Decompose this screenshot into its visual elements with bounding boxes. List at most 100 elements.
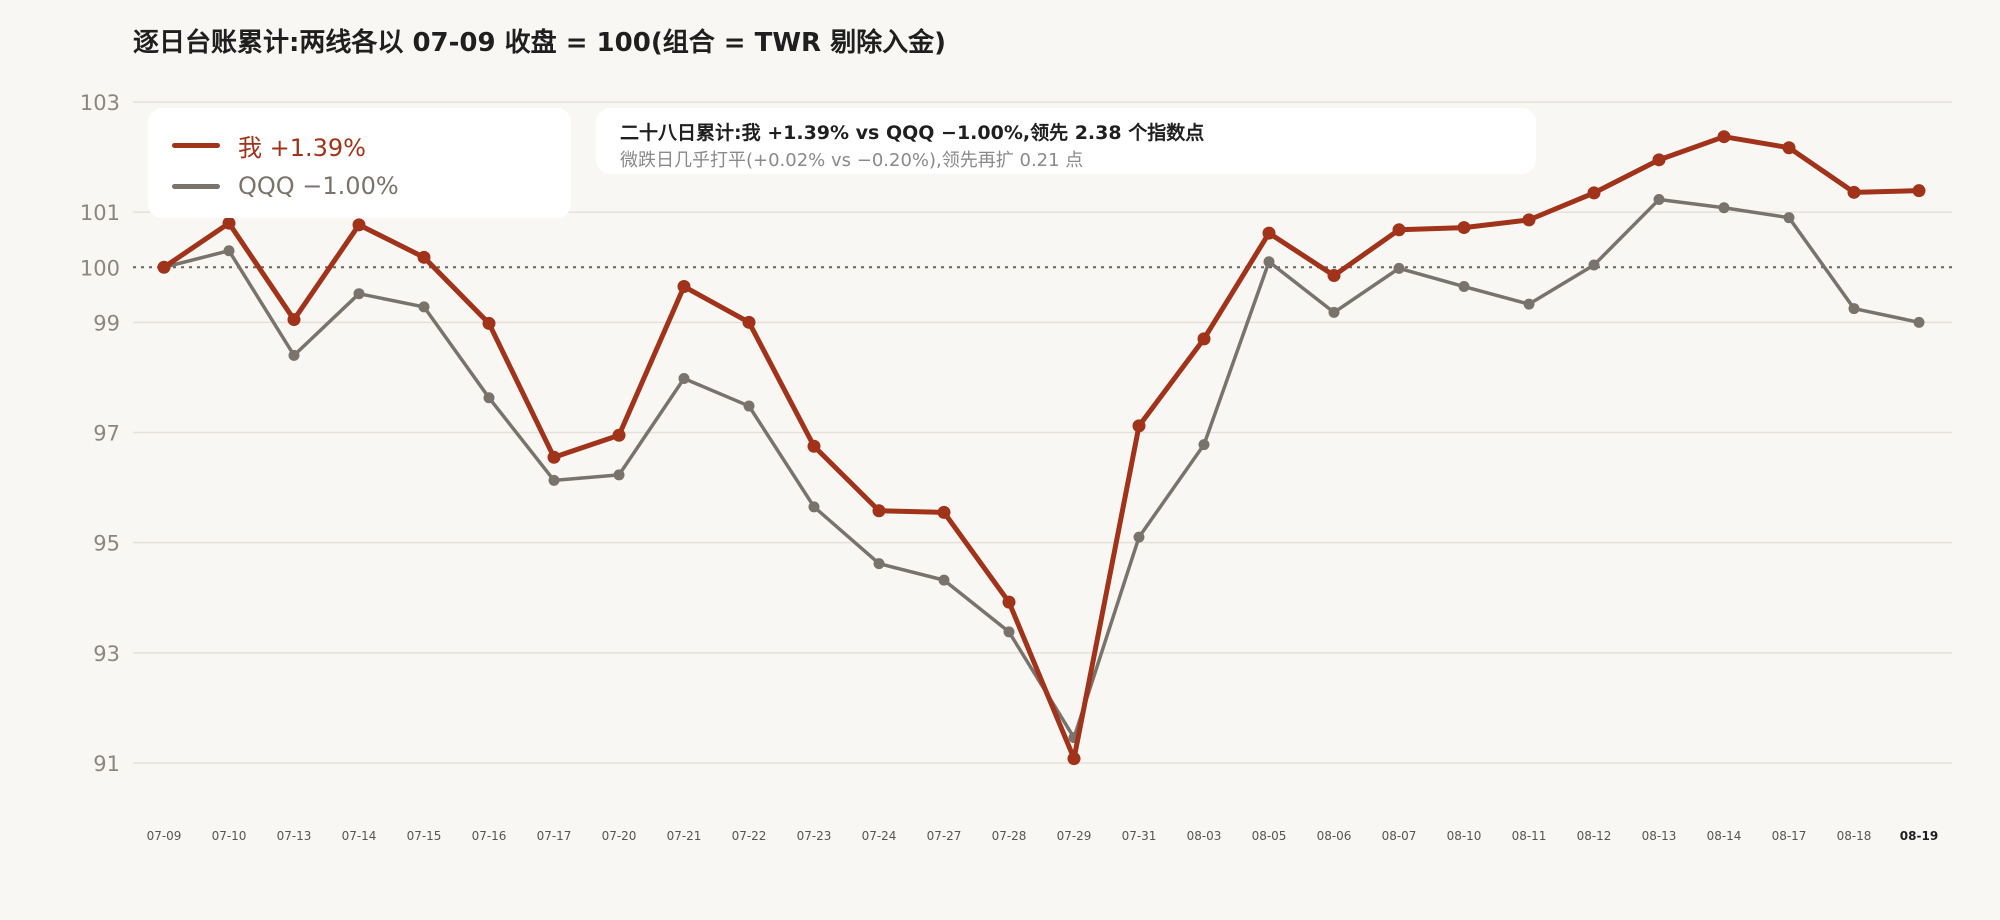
y-tick-label: 101 — [80, 201, 120, 225]
data-point-qqq[interactable] — [418, 301, 430, 313]
x-tick-label: 07-29 — [1057, 829, 1092, 843]
data-point-qqq[interactable] — [938, 574, 950, 586]
annotation-main-text: 二十八日累计:我 +1.39% vs QQQ −1.00%,领先 2.38 个指… — [620, 122, 1205, 144]
data-point-portfolio[interactable] — [612, 428, 626, 442]
y-tick-label: 100 — [80, 256, 120, 280]
data-point-portfolio[interactable] — [222, 216, 236, 230]
legend-item-qqq[interactable]: QQQ −1.00% — [172, 172, 399, 200]
data-point-portfolio[interactable] — [1392, 223, 1406, 237]
data-point-portfolio[interactable] — [1262, 226, 1276, 240]
data-point-qqq[interactable] — [1393, 262, 1405, 274]
chart-title: 逐日台账累计:两线各以 07-09 收盘 = 100(组合 = TWR 剔除入金… — [133, 28, 946, 58]
series-lines — [157, 130, 1926, 766]
x-tick-label: 08-07 — [1382, 829, 1417, 843]
x-tick-label: 08-12 — [1577, 829, 1612, 843]
legend-label-qqq: QQQ −1.00% — [238, 172, 399, 200]
data-point-portfolio[interactable] — [1912, 184, 1926, 198]
x-tick-label: 07-14 — [342, 829, 377, 843]
data-point-qqq[interactable] — [1588, 259, 1600, 271]
data-point-portfolio[interactable] — [1587, 186, 1601, 200]
data-point-portfolio[interactable] — [677, 280, 691, 294]
x-tick-label: 08-18 — [1837, 829, 1872, 843]
x-tick-label: 08-19 — [1900, 829, 1938, 843]
series-line-portfolio — [161, 134, 1922, 762]
data-point-qqq[interactable] — [353, 288, 365, 300]
data-point-portfolio[interactable] — [1782, 141, 1796, 155]
data-point-qqq[interactable] — [1003, 626, 1015, 638]
data-point-qqq[interactable] — [548, 474, 560, 486]
data-point-portfolio[interactable] — [352, 218, 366, 232]
x-tick-label: 08-17 — [1772, 829, 1807, 843]
data-point-qqq[interactable] — [1653, 193, 1665, 205]
data-point-qqq[interactable] — [223, 245, 235, 257]
x-tick-label: 07-17 — [537, 829, 572, 843]
data-point-qqq[interactable] — [1328, 306, 1340, 318]
data-point-portfolio[interactable] — [1132, 419, 1146, 433]
data-point-portfolio[interactable] — [807, 439, 821, 453]
legend-item-portfolio[interactable]: 我 +1.39% — [172, 128, 366, 163]
x-tick-label: 07-28 — [992, 829, 1027, 843]
x-tick-label: 07-20 — [602, 829, 637, 843]
x-axis-tick-labels: 07-09 07-10 07-13 07-14 07-15 07-16 07-17 07-20… — [147, 829, 1939, 843]
y-axis-tick-labels: 91 93 95 97 99 100 101 103 — [80, 91, 120, 776]
x-tick-label: 07-15 — [407, 829, 442, 843]
data-point-qqq[interactable] — [483, 392, 495, 404]
data-point-portfolio[interactable] — [1067, 752, 1081, 766]
data-point-qqq[interactable] — [873, 558, 885, 570]
data-point-qqq[interactable] — [1913, 316, 1925, 328]
data-point-portfolio[interactable] — [1457, 221, 1471, 235]
data-point-portfolio[interactable] — [547, 450, 561, 464]
data-point-portfolio[interactable] — [287, 313, 301, 327]
data-point-qqq[interactable] — [1783, 212, 1795, 224]
data-point-portfolio[interactable] — [1327, 269, 1341, 283]
data-point-portfolio[interactable] — [1002, 595, 1016, 609]
data-point-qqq[interactable] — [743, 400, 755, 412]
data-point-qqq[interactable] — [1198, 439, 1210, 451]
annotation-box: 二十八日累计:我 +1.39% vs QQQ −1.00%,领先 2.38 个指… — [596, 108, 1536, 174]
y-tick-label: 97 — [93, 422, 120, 446]
data-point-portfolio[interactable] — [1847, 185, 1861, 199]
data-point-qqq[interactable] — [1718, 202, 1730, 214]
data-point-qqq[interactable] — [1848, 303, 1860, 315]
data-point-qqq[interactable] — [678, 373, 690, 385]
data-point-portfolio[interactable] — [417, 250, 431, 264]
series-portfolio — [157, 130, 1926, 766]
x-tick-label: 07-24 — [862, 829, 897, 843]
x-tick-label: 08-06 — [1317, 829, 1352, 843]
data-point-portfolio[interactable] — [1197, 332, 1211, 346]
legend-swatch-portfolio — [172, 143, 220, 148]
data-point-portfolio[interactable] — [482, 316, 496, 330]
data-point-portfolio[interactable] — [872, 504, 886, 518]
legend: 我 +1.39% QQQ −1.00% — [148, 108, 571, 218]
data-point-qqq[interactable] — [808, 501, 820, 513]
data-point-qqq[interactable] — [1263, 256, 1275, 268]
x-tick-label: 08-11 — [1512, 829, 1547, 843]
x-tick-label: 07-27 — [927, 829, 962, 843]
x-tick-label: 07-16 — [472, 829, 507, 843]
x-tick-label: 07-23 — [797, 829, 832, 843]
data-point-qqq[interactable] — [613, 469, 625, 481]
data-point-qqq[interactable] — [1133, 531, 1145, 543]
legend-label-portfolio: 我 +1.39% — [238, 134, 366, 162]
x-tick-label: 07-31 — [1122, 829, 1157, 843]
legend-swatch-qqq — [172, 183, 220, 189]
data-point-portfolio[interactable] — [1522, 213, 1536, 227]
x-tick-label: 07-22 — [732, 829, 767, 843]
x-tick-label: 08-14 — [1707, 829, 1742, 843]
series-line-qqq — [162, 197, 1921, 740]
data-point-qqq[interactable] — [1458, 281, 1470, 293]
annotation-sub-text: 微跌日几乎打平(+0.02% vs −0.20%),领先再扩 0.21 点 — [620, 150, 1084, 171]
data-point-qqq[interactable] — [1523, 298, 1535, 310]
y-tick-label: 95 — [93, 532, 120, 556]
data-point-portfolio[interactable] — [937, 505, 951, 519]
series-qqq — [158, 193, 1925, 744]
data-point-portfolio[interactable] — [742, 315, 756, 329]
y-tick-label: 93 — [93, 642, 120, 666]
x-tick-label: 08-03 — [1187, 829, 1222, 843]
y-tick-label: 103 — [80, 91, 120, 115]
data-point-portfolio[interactable] — [157, 260, 171, 274]
data-point-portfolio[interactable] — [1652, 153, 1666, 167]
data-point-portfolio[interactable] — [1717, 130, 1731, 144]
data-point-qqq[interactable] — [288, 349, 300, 361]
